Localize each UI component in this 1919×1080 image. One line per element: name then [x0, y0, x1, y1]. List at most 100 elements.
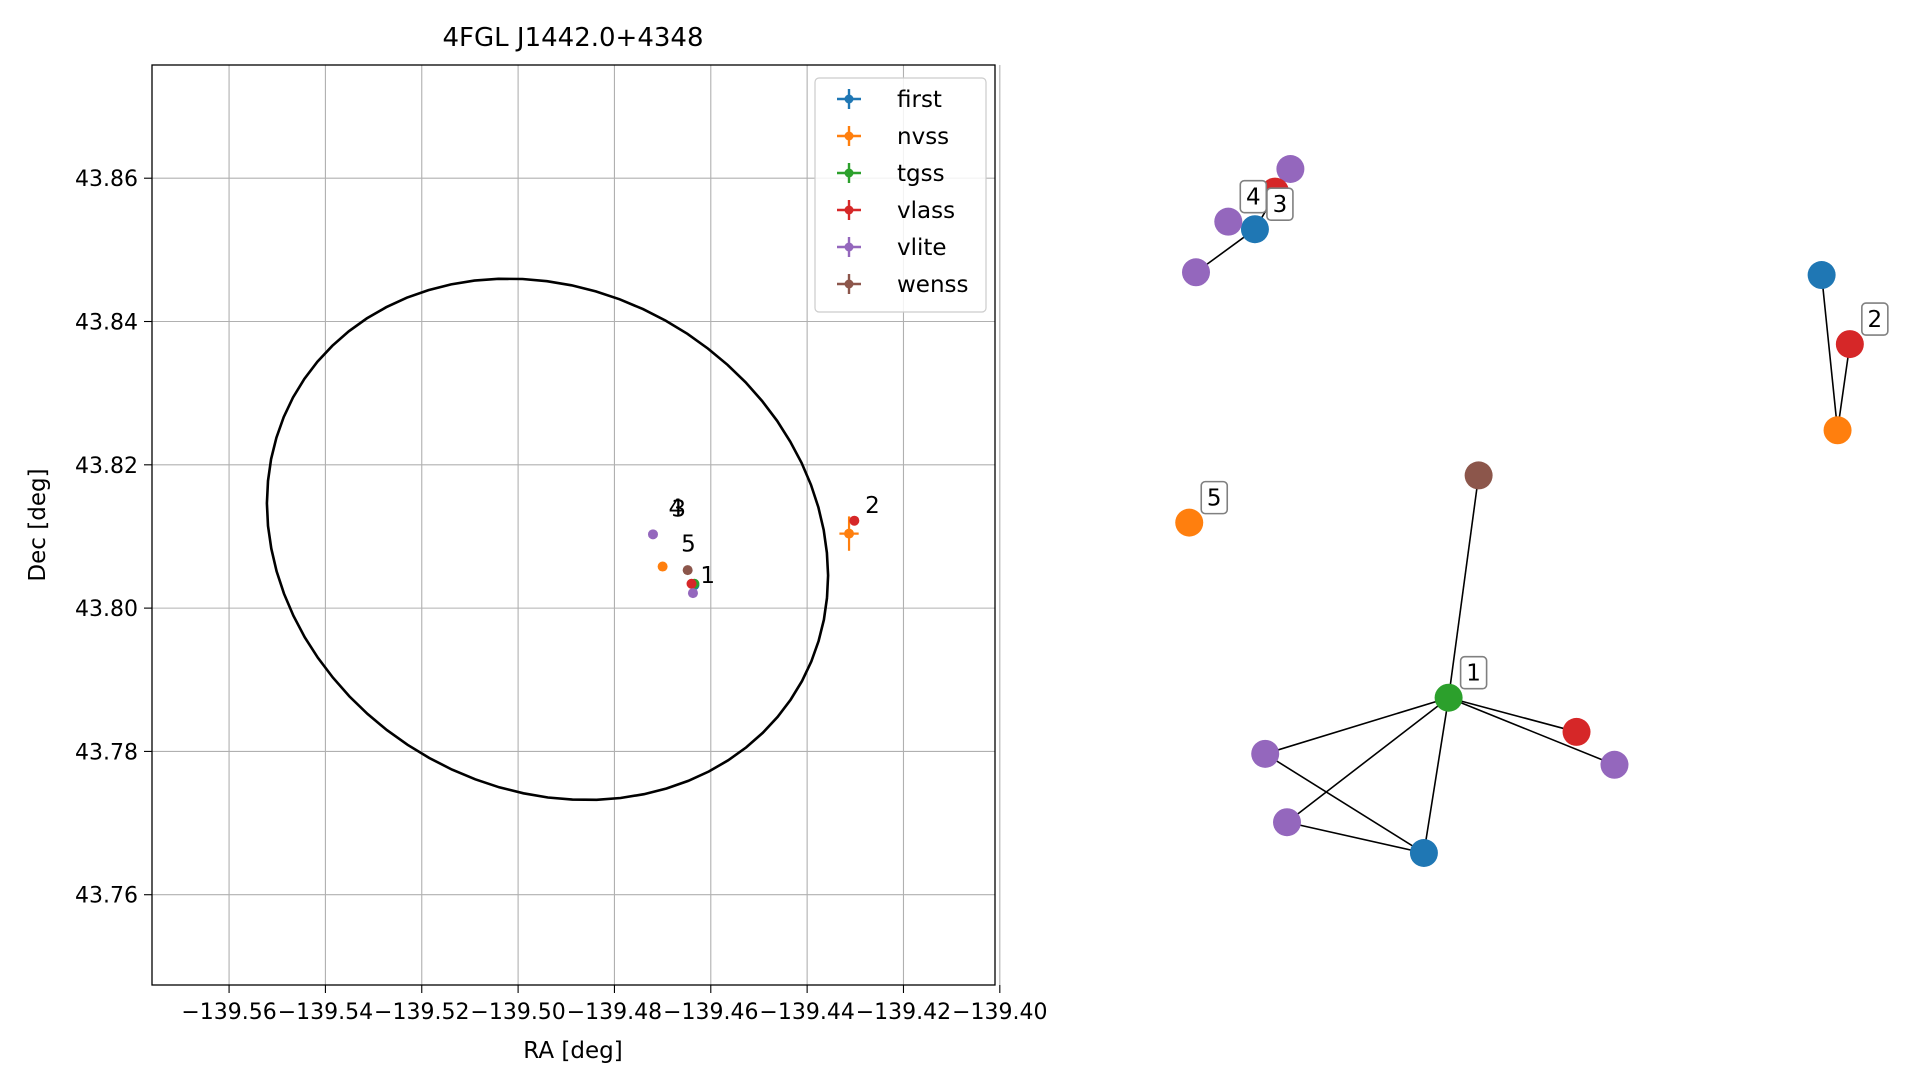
x-axis-label: RA [deg] [523, 1038, 622, 1064]
point-nvss [844, 528, 855, 539]
chart-title: 4FGL J1442.0+4348 [443, 23, 704, 53]
x-tick-label: −139.52 [374, 1000, 469, 1025]
network-edges [1195, 168, 1851, 854]
y-tick-label: 43.82 [75, 454, 138, 479]
network-edge [1820, 274, 1839, 431]
legend-label: tgss [897, 161, 945, 187]
network-node [1562, 717, 1591, 746]
network-label-box [1459, 655, 1488, 690]
network-edge [1264, 753, 1425, 854]
network-edge [1448, 696, 1615, 766]
network-label: 1 [1459, 655, 1488, 690]
network-node [1276, 155, 1305, 183]
x-tick-label: −139.46 [663, 1000, 758, 1025]
point-vlass [686, 578, 697, 589]
uncertainty-ellipse [265, 277, 830, 802]
network-node [1175, 508, 1204, 537]
network-node [1464, 461, 1493, 490]
sky-position-plot: 1 2 34 5 −139.56 −139.54 −139.52 −139.50 −139.4… [25, 23, 1048, 1064]
point-annotation: 5 [681, 532, 696, 558]
source-annotations: 1 2 34 5 [669, 493, 880, 589]
point-annotation: 3 [671, 496, 686, 522]
network-edge [1286, 697, 1450, 823]
legend-marker-dot [844, 242, 854, 252]
marker-vlite [687, 588, 698, 599]
network-label: 5 [1200, 480, 1229, 515]
axes-frame [151, 64, 996, 986]
network-edge [1264, 696, 1449, 755]
point-vlite [687, 588, 698, 599]
legend-label: first [897, 87, 942, 113]
legend-marker-dot [844, 131, 854, 141]
legend-label: wenss [897, 272, 969, 298]
x-tick-label: −139.40 [952, 1000, 1047, 1025]
y-tick-label: 43.76 [75, 884, 138, 909]
network-node [1807, 261, 1836, 290]
x-axis-ticks: −139.56 −139.54 −139.52 −139.50 −139.48 −139.… [181, 985, 1048, 1025]
legend-label: vlass [897, 198, 955, 224]
legend-marker-dot [844, 168, 854, 178]
network-edge [1423, 697, 1450, 854]
grid [152, 65, 1001, 985]
legend-marker-dot [844, 205, 854, 215]
marker-wenss [682, 565, 693, 576]
network-node [1273, 808, 1302, 837]
y-tick-label: 43.86 [75, 167, 138, 192]
network-label: 3 [1266, 187, 1294, 221]
legend-entry-vlass: vlass [837, 198, 955, 224]
x-tick-label: −139.44 [759, 1000, 854, 1025]
legend-label: vlite [897, 235, 947, 261]
network-node [1409, 839, 1438, 867]
x-tick-label: −139.42 [856, 1000, 951, 1025]
network-label-text: 1 [1466, 661, 1481, 687]
x-tick-label: −139.48 [567, 1000, 662, 1025]
marker-vlite [647, 529, 658, 540]
marker-vlass [686, 578, 697, 589]
x-tick-label: −139.50 [470, 1000, 565, 1025]
marker-nvss [839, 516, 859, 551]
y-tick-label: 43.78 [75, 740, 138, 765]
y-tick-label: 43.80 [75, 597, 138, 622]
legend-entry-wenss: wenss [837, 272, 969, 298]
point-annotation: 1 [700, 563, 715, 589]
y-axis-label: Dec [deg] [25, 468, 51, 581]
network-edge [1448, 696, 1577, 733]
point-vlass [849, 515, 860, 526]
point-annotation: 4 [669, 496, 684, 522]
network-node [1240, 215, 1269, 244]
marker-vlass [849, 515, 860, 526]
network-label-text: 3 [1273, 192, 1288, 218]
uncertainty-ellipse-group [265, 277, 830, 802]
network-node [1214, 207, 1243, 236]
point-annotation: 2 [865, 493, 880, 519]
legend-marker-dot [844, 94, 854, 104]
network-label-box [1266, 187, 1294, 221]
network-node [1182, 258, 1210, 287]
marker-nvss [657, 561, 668, 572]
source-markers [647, 515, 860, 599]
network-label-text: 4 [1246, 185, 1261, 211]
network-label-box [1200, 480, 1229, 515]
x-tick-label: −139.56 [181, 1000, 276, 1025]
network-label: 4 [1239, 179, 1268, 214]
network-label-text: 5 [1207, 486, 1222, 512]
legend-entry-vlite: vlite [837, 235, 947, 261]
legend-label: nvss [897, 124, 949, 150]
legend-marker-dot [844, 279, 854, 289]
network-label: 2 [1861, 302, 1889, 336]
legend-entry-tgss: tgss [837, 161, 945, 187]
network-label-text: 2 [1868, 307, 1883, 333]
network-nodes [1175, 155, 1864, 867]
legend: first nvss tgss vlass vlite wenss [814, 77, 987, 313]
network-labels: 4 3 2 5 1 [1200, 179, 1889, 690]
point-nvss [657, 561, 668, 572]
network-edge [1836, 343, 1851, 431]
network-node [1823, 416, 1852, 445]
network-edge [1447, 475, 1480, 698]
point-vlite [647, 529, 658, 540]
legend-entry-nvss: nvss [837, 124, 949, 150]
network-label-box [1861, 302, 1889, 336]
network-node [1251, 739, 1280, 768]
network-node [1600, 750, 1629, 779]
